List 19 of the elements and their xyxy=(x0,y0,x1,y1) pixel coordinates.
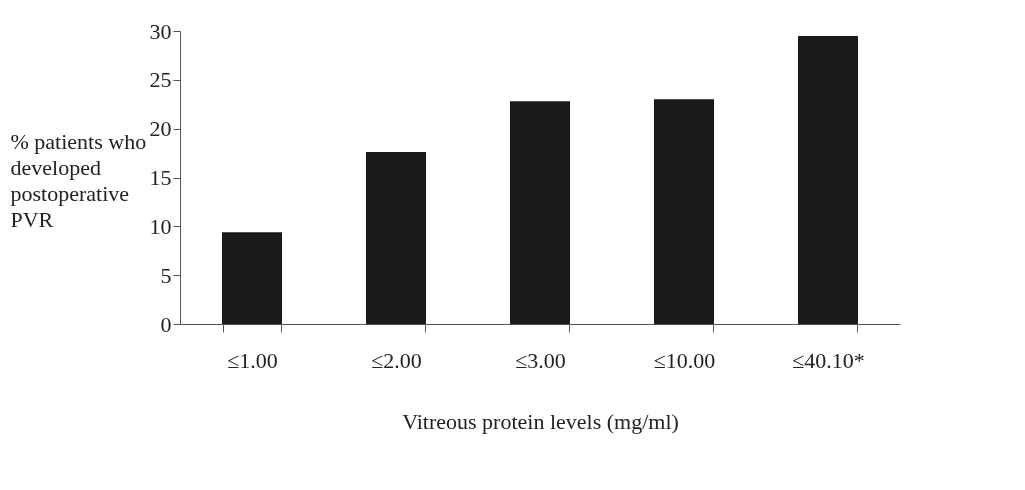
y-tick-label: 10 xyxy=(149,213,172,239)
y-tick-label: 20 xyxy=(149,116,172,142)
y-tick-label: 30 xyxy=(149,18,172,44)
y-tick-label: 5 xyxy=(160,262,172,288)
bar xyxy=(222,232,282,324)
x-tick-label: ≤10.00 xyxy=(653,347,716,373)
x-tick-label: ≤3.00 xyxy=(515,347,566,373)
bar xyxy=(510,101,570,324)
bar xyxy=(798,35,858,324)
x-axis-title: Vitreous protein levels (mg/ml) xyxy=(402,408,679,434)
x-tick-label: ≤2.00 xyxy=(371,347,422,373)
y-tick-label: 15 xyxy=(149,165,172,190)
bar xyxy=(654,99,714,324)
y-tick-label: 0 xyxy=(160,311,172,337)
x-tick-label: ≤40.10* xyxy=(792,347,865,373)
y-tick-label: 25 xyxy=(149,67,172,93)
y-axis-title: % patients who developed postoperative PVR xyxy=(10,128,147,232)
bar xyxy=(366,152,426,324)
x-tick-label: ≤1.00 xyxy=(227,347,278,373)
